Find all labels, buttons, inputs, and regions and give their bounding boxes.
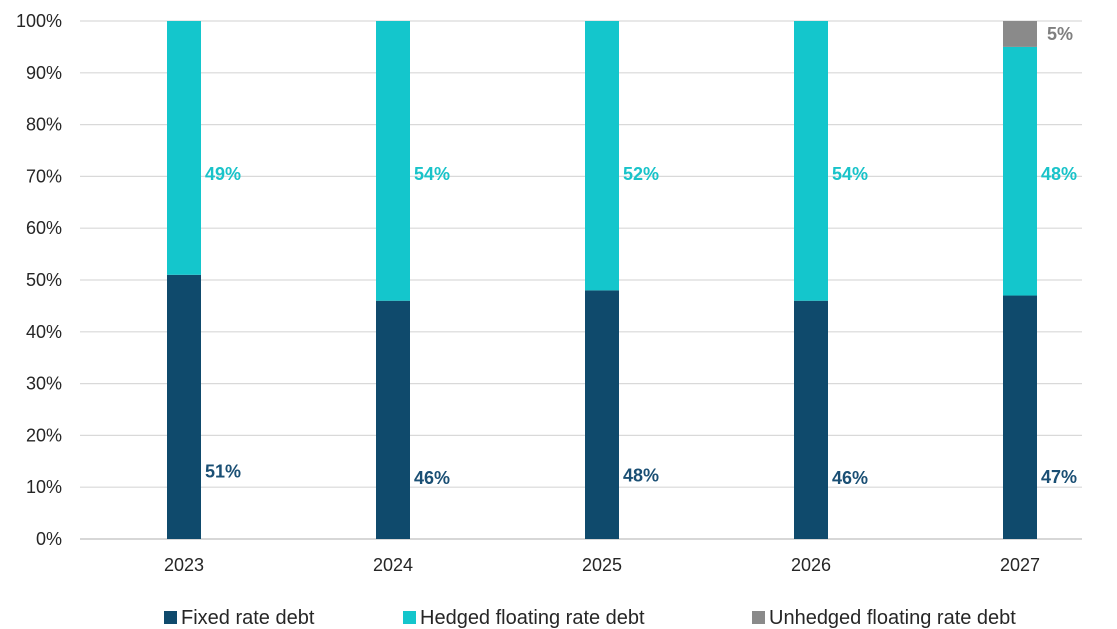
- legend: Fixed rate debt Hedged floating rate debt…: [164, 607, 1016, 629]
- data-label: 46%: [832, 468, 868, 488]
- y-tick-label: 20%: [26, 425, 62, 445]
- y-tick-label: 50%: [26, 270, 62, 290]
- bar-segment: [376, 300, 410, 539]
- bar-segment: [167, 274, 201, 539]
- bar-segment: [167, 21, 201, 275]
- legend-swatch: [164, 611, 177, 624]
- data-label: 47%: [1041, 467, 1077, 487]
- gridlines: [80, 20, 1082, 540]
- legend-label: Hedged floating rate debt: [420, 607, 645, 629]
- data-label: 52%: [623, 164, 659, 184]
- data-label: 49%: [205, 164, 241, 184]
- y-tick-label: 70%: [26, 166, 62, 186]
- data-label: 5%: [1047, 24, 1073, 44]
- x-tick-label: 2023: [164, 555, 204, 575]
- legend-swatch: [752, 611, 765, 624]
- bar-segment: [585, 290, 619, 539]
- data-labels: 51% 49% 46% 54% 48% 52% 46% 54% 47% 48% 5%: [205, 24, 1077, 488]
- data-label: 48%: [623, 466, 659, 486]
- x-axis-ticks: 2023 2024 2025 2026 2027: [164, 555, 1040, 575]
- x-tick-label: 2025: [582, 555, 622, 575]
- legend-label: Unhedged floating rate debt: [769, 607, 1016, 629]
- data-label: 51%: [205, 462, 241, 482]
- bar-segment: [1003, 46, 1037, 296]
- x-tick-label: 2026: [791, 555, 831, 575]
- y-tick-label: 80%: [26, 115, 62, 135]
- data-label: 46%: [414, 468, 450, 488]
- bar-segment: [794, 300, 828, 539]
- data-label: 54%: [414, 164, 450, 184]
- y-tick-label: 40%: [26, 322, 62, 342]
- y-tick-label: 30%: [26, 374, 62, 394]
- legend-label: Fixed rate debt: [181, 607, 315, 629]
- x-tick-label: 2027: [1000, 555, 1040, 575]
- bar-segment: [585, 21, 619, 291]
- bar-segment: [794, 21, 828, 301]
- bar-segment: [376, 21, 410, 301]
- y-tick-label: 90%: [26, 63, 62, 83]
- y-tick-label: 0%: [36, 529, 62, 549]
- bar-segment: [1003, 295, 1037, 539]
- x-tick-label: 2024: [373, 555, 413, 575]
- bars: [167, 21, 1037, 539]
- y-tick-label: 60%: [26, 218, 62, 238]
- bar-segment: [1003, 21, 1037, 47]
- data-label: 54%: [832, 164, 868, 184]
- data-label: 48%: [1041, 164, 1077, 184]
- y-axis-ticks: 0% 10% 20% 30% 40% 50% 60% 70% 80% 90% 100%: [16, 11, 62, 549]
- y-tick-label: 100%: [16, 11, 62, 31]
- y-tick-label: 10%: [26, 477, 62, 497]
- legend-swatch: [403, 611, 416, 624]
